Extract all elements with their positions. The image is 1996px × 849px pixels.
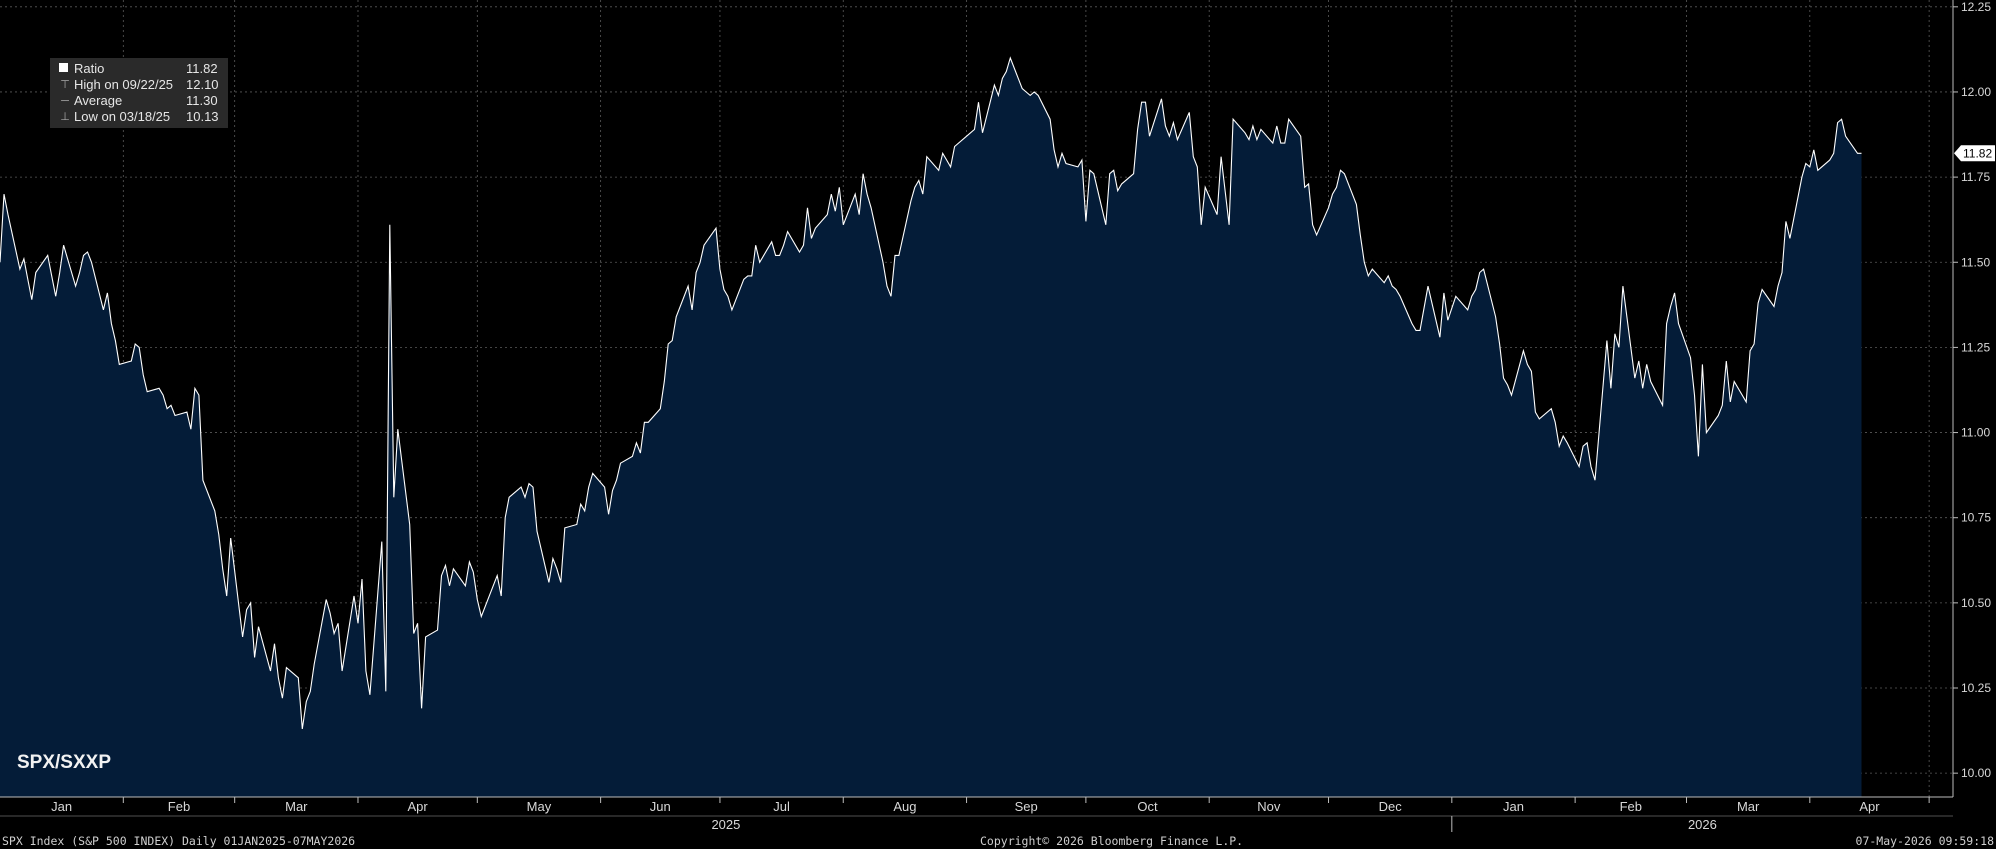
x-axis: Jan Feb Mar Apr May Jun Jul Aug Sep Oct Nov Dec Jan F…: [0, 796, 1953, 832]
y-axis: 10.00 10.25 10.50 10.75 11.00 11.25 11.50 11.75…: [1952, 0, 1991, 797]
legend-label: Ratio: [74, 61, 105, 76]
legend-row-low: ⊥ Low on 03/18/25 10.13: [56, 109, 222, 125]
x-tick-label: Feb: [168, 799, 190, 814]
footer-copyright: Copyright© 2026 Bloomberg Finance L.P.: [980, 834, 1244, 848]
y-tick-label: 11.50: [1961, 255, 1990, 269]
year-label: 2026: [1688, 817, 1717, 832]
y-tick-label: 12.00: [1961, 85, 1991, 99]
footer-security-description: SPX Index (S&P 500 INDEX) Daily 01JAN202…: [2, 834, 356, 848]
y-tick-label: 10.25: [1961, 681, 1991, 695]
y-tick-label: 11.75: [1961, 170, 1990, 184]
x-tick-label: Feb: [1620, 799, 1642, 814]
y-tick-label: 11.25: [1961, 340, 1990, 354]
x-tick-label: May: [527, 799, 552, 814]
x-tick-label: Apr: [1859, 799, 1880, 814]
average-marker-icon: ─: [61, 95, 69, 107]
svg-text:11.82: 11.82: [1963, 146, 1992, 160]
x-tick-label: Aug: [893, 799, 916, 814]
legend-row-average: ─ Average 11.30: [56, 93, 222, 109]
y-tick-label: 12.25: [1961, 0, 1991, 14]
x-tick-label: Mar: [1737, 799, 1760, 814]
legend-value: 11.30: [186, 93, 218, 108]
y-tick-label: 10.50: [1961, 596, 1991, 610]
year-label: 2025: [711, 817, 740, 832]
square-icon: [56, 61, 74, 77]
x-tick-label: Jul: [773, 799, 790, 814]
security-pair-label: SPX/SXXP: [17, 752, 111, 773]
footer-bar: SPX Index (S&P 500 INDEX) Daily 01JAN202…: [0, 832, 1996, 849]
ratio-area-fill: [0, 57, 1862, 797]
x-tick-label: Oct: [1137, 799, 1158, 814]
x-tick-label: Jun: [650, 799, 671, 814]
y-tick-label: 10.00: [1961, 766, 1991, 780]
x-tick-label: Dec: [1379, 799, 1403, 814]
low-marker-icon: ⊥: [60, 111, 70, 123]
x-tick-label: Nov: [1257, 799, 1281, 814]
ratio-chart: 10.00 10.25 10.50 10.75 11.00 11.25 11.50 11.75…: [0, 0, 1996, 832]
x-tick-label: Jan: [1503, 799, 1524, 814]
high-marker-icon: ⊤: [60, 79, 70, 91]
legend-row-high: ⊤ High on 09/22/25 12.10: [56, 77, 222, 93]
footer-timestamp: 07-May-2026 09:59:18: [1855, 834, 1994, 848]
chart-legend: Ratio 11.82 ⊤ High on 09/22/25 12.10 ─ A…: [50, 58, 228, 128]
x-tick-label: Apr: [408, 799, 429, 814]
y-tick-label: 10.75: [1961, 511, 1991, 525]
legend-label: Low on 03/18/25: [74, 109, 171, 124]
ratio-series-line: [0, 56, 1862, 729]
legend-label: Average: [74, 93, 123, 108]
x-tick-label: Jan: [51, 799, 72, 814]
legend-value: 11.82: [186, 61, 218, 76]
last-value-tag: 11.82: [1954, 145, 1995, 162]
x-tick-label: Mar: [285, 799, 308, 814]
legend-value: 10.13: [186, 109, 219, 124]
y-tick-label: 11.00: [1961, 426, 1990, 440]
legend-row-ratio: Ratio 11.82: [56, 61, 222, 77]
x-tick-label: Sep: [1015, 799, 1038, 814]
legend-label: High on 09/22/25: [74, 77, 174, 92]
legend-value: 12.10: [186, 77, 219, 92]
